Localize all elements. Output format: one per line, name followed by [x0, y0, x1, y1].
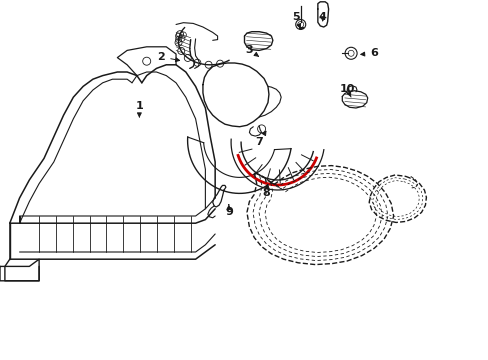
Text: 9: 9 — [224, 204, 232, 217]
Text: 3: 3 — [245, 45, 258, 57]
Text: 4: 4 — [318, 12, 326, 22]
Text: 8: 8 — [262, 184, 270, 198]
Text: 2: 2 — [157, 52, 179, 62]
Text: 1: 1 — [135, 101, 143, 117]
Text: 6: 6 — [360, 48, 377, 58]
Text: 7: 7 — [255, 131, 265, 147]
Text: 5: 5 — [291, 12, 300, 28]
Text: 10: 10 — [339, 84, 354, 97]
